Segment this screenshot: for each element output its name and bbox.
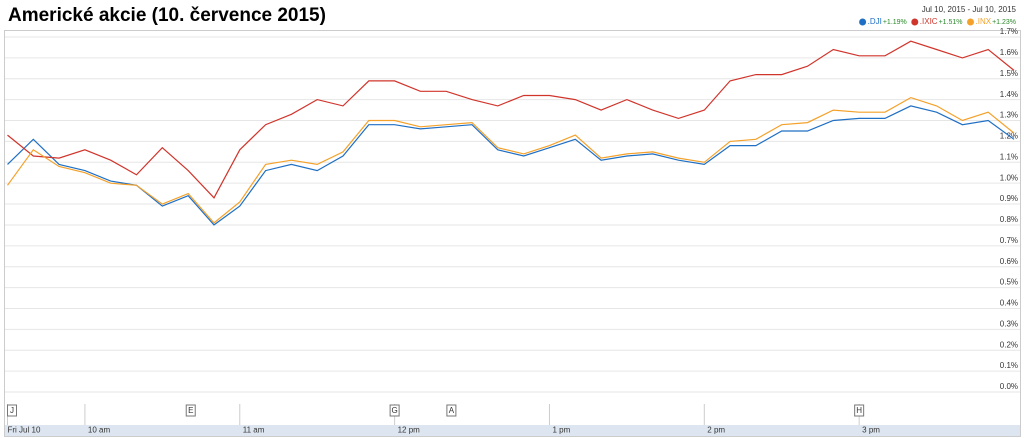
frame bbox=[4, 30, 1021, 437]
y-tick-label: 0.7% bbox=[1000, 236, 1018, 245]
x-tick-label: 10 am bbox=[88, 426, 111, 435]
date-range: Jul 10, 2015 - Jul 10, 2015 bbox=[922, 5, 1017, 14]
event-flag bbox=[854, 404, 865, 417]
y-tick-label: 0.8% bbox=[1000, 215, 1018, 224]
y-tick-label: 1.0% bbox=[1000, 173, 1018, 182]
y-tick-label: 0.4% bbox=[1000, 299, 1018, 308]
y-tick-label: 0.1% bbox=[1000, 361, 1018, 370]
event-flag-label: H bbox=[856, 406, 862, 415]
event-flag bbox=[389, 404, 400, 417]
x-tick-label: Fri Jul 10 bbox=[8, 426, 41, 435]
y-tick-label: 1.6% bbox=[1000, 48, 1018, 57]
y-tick-label: 0.3% bbox=[1000, 319, 1018, 328]
legend-name: .DJI bbox=[868, 17, 882, 26]
event-flag-label: E bbox=[188, 406, 193, 415]
legend-change: +1.51% bbox=[939, 19, 963, 26]
y-tick-label: 0.2% bbox=[1000, 340, 1018, 349]
legend-name: .INX bbox=[976, 17, 992, 26]
y-tick-label: 1.7% bbox=[1000, 27, 1018, 36]
legend-dot bbox=[967, 18, 974, 26]
event-flag bbox=[446, 404, 457, 417]
x-tick-label: 3 pm bbox=[862, 426, 880, 435]
legend-dot bbox=[911, 18, 919, 26]
series-line bbox=[7, 96, 1015, 224]
event-flag bbox=[7, 404, 17, 417]
y-tick-label: 0.9% bbox=[1000, 194, 1018, 203]
y-tick-label: 0.5% bbox=[1000, 278, 1018, 287]
legend-change: +1.23% bbox=[992, 19, 1016, 26]
y-tick-label: 1.3% bbox=[1000, 111, 1018, 120]
x-tick-label: 1 pm bbox=[552, 426, 570, 435]
y-tick-label: 1.5% bbox=[1000, 69, 1018, 78]
event-flag bbox=[185, 404, 196, 417]
legend-change: +1.19% bbox=[883, 19, 907, 26]
event-flag-label: A bbox=[449, 406, 455, 415]
y-tick-label: 1.1% bbox=[1000, 152, 1018, 161]
event-flag-label: G bbox=[391, 406, 397, 415]
x-tick-label: 11 am bbox=[243, 426, 265, 435]
x-tick-label: 12 pm bbox=[398, 426, 421, 435]
y-tick-label: 1.4% bbox=[1000, 90, 1018, 99]
legend-dot bbox=[859, 18, 867, 26]
series-line bbox=[7, 40, 1015, 199]
legend-name: .IXIC bbox=[920, 17, 938, 26]
y-tick-label: 0.0% bbox=[1000, 382, 1018, 391]
y-tick-label: 0.6% bbox=[1000, 257, 1018, 266]
time-strip bbox=[5, 425, 1020, 436]
event-flag-label: J bbox=[10, 406, 14, 415]
chart-title: Americké akcie (10. července 2015) bbox=[8, 5, 326, 26]
series-line bbox=[7, 105, 1015, 226]
x-tick-label: 2 pm bbox=[707, 426, 725, 435]
